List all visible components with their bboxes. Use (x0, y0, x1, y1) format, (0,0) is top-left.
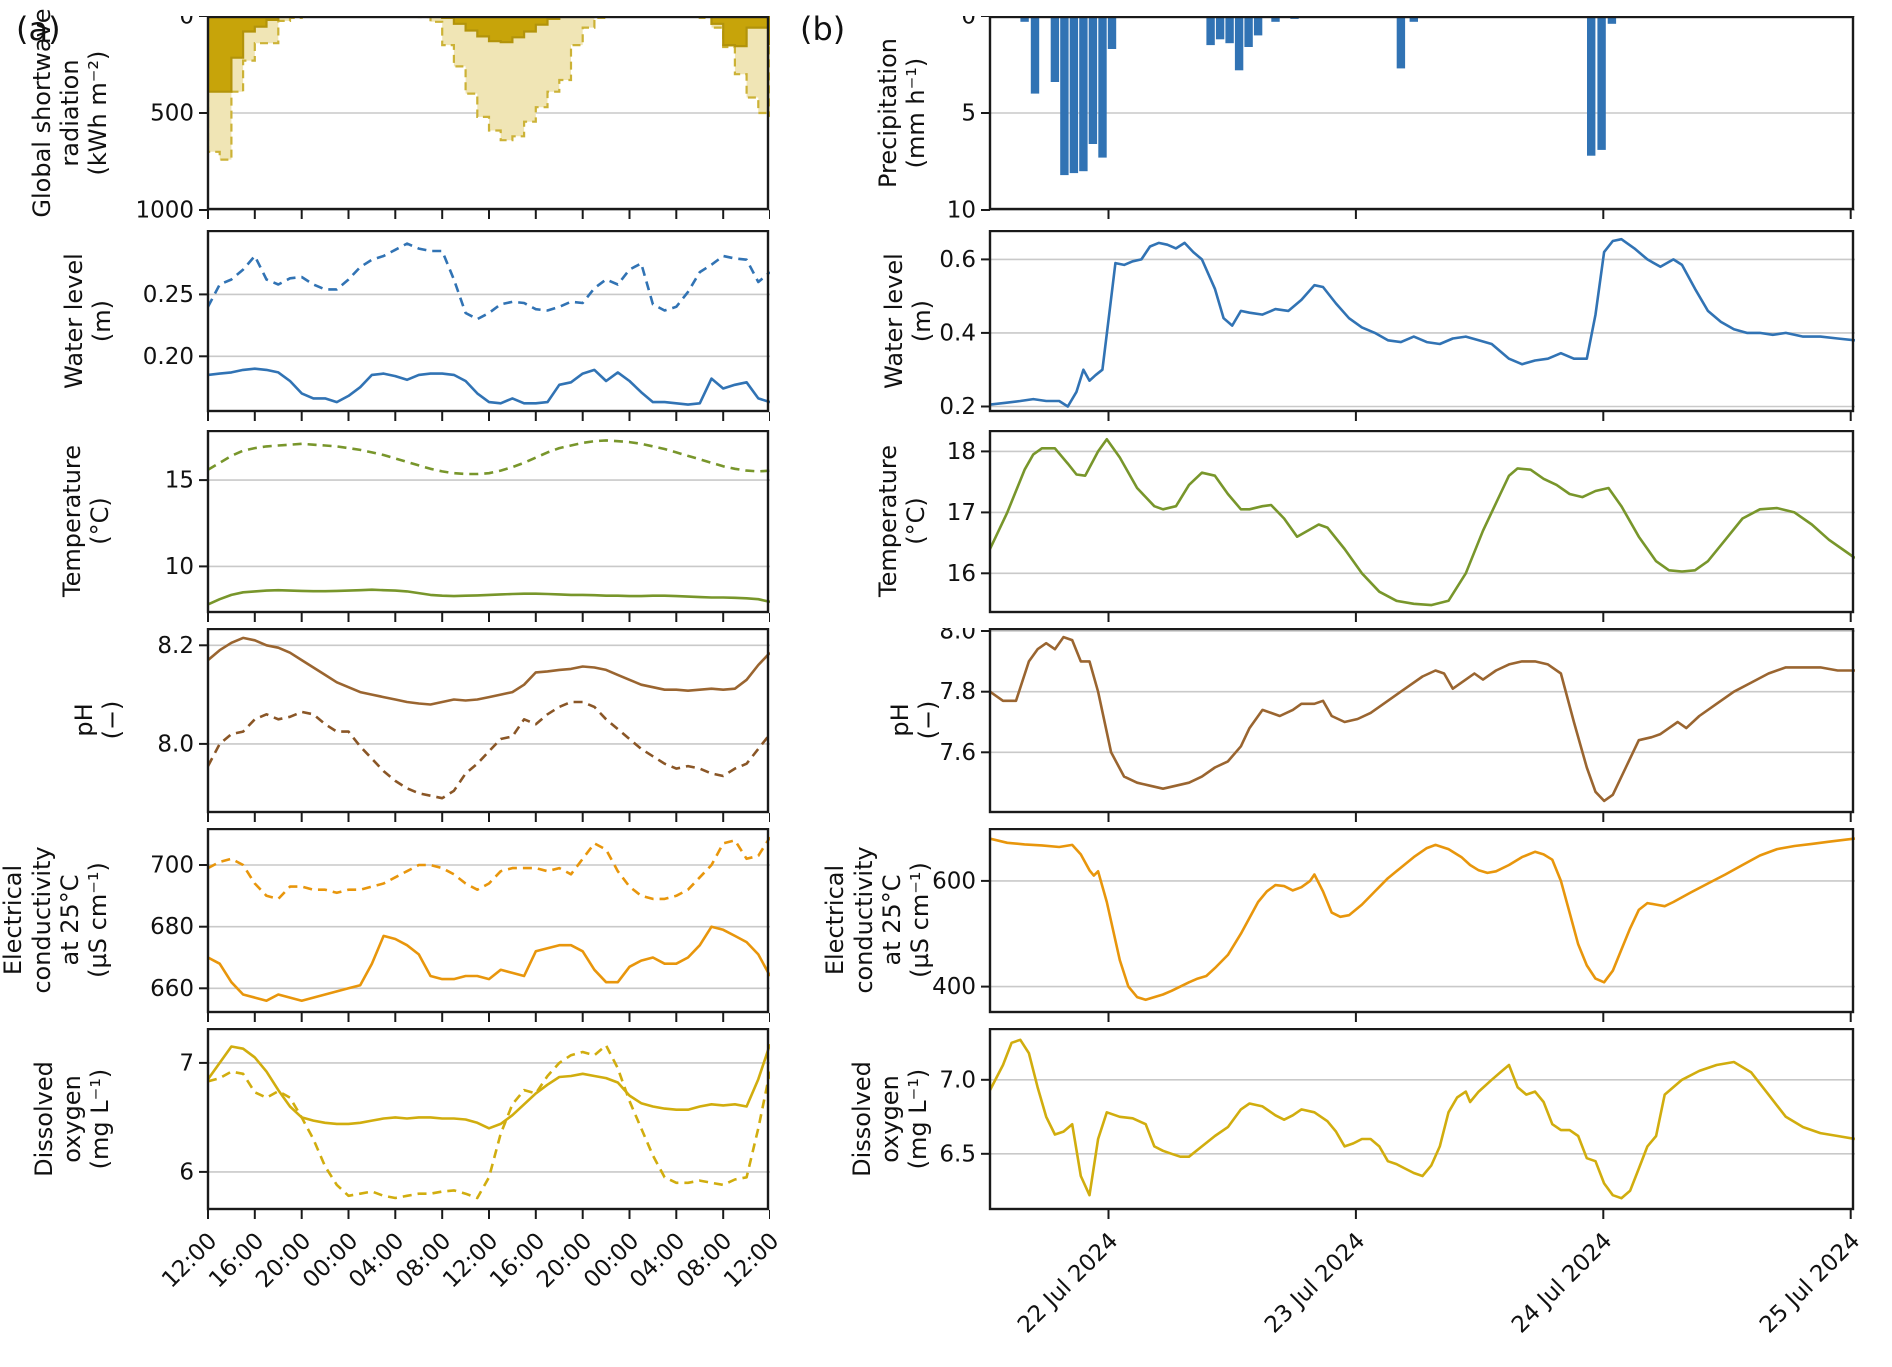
chart-precipitation-b: 0 5 10 (904, 4, 1855, 224)
panel-a-label: (a) (16, 10, 61, 48)
svg-text:680: 680 (150, 914, 194, 940)
svg-text:0: 0 (179, 16, 194, 30)
x-tick-label: 24 Jul 2024 (1507, 1228, 1618, 1339)
svg-text:15: 15 (165, 468, 194, 494)
chart-dissolved-oxygen-b: 7.0 6.5 (904, 1027, 1855, 1220)
x-tick-label: 22 Jul 2024 (1012, 1228, 1123, 1339)
x-tick-label: 25 Jul 2024 (1754, 1228, 1866, 1339)
svg-text:0.6: 0.6 (939, 247, 976, 273)
svg-text:17: 17 (947, 500, 976, 526)
panel-b-label: (b) (800, 10, 846, 48)
svg-text:7.0: 7.0 (939, 1067, 976, 1093)
chart-electrical-conductivity-a: 700 680 660 (122, 827, 771, 1023)
svg-text:500: 500 (150, 101, 194, 127)
chart-temperature-a: 15 10 (122, 429, 771, 623)
svg-text:0: 0 (961, 16, 976, 30)
chart-electrical-conductivity-b: 600 400 (904, 827, 1855, 1023)
svg-text:660: 660 (150, 976, 194, 1002)
svg-text:8.0: 8.0 (157, 731, 194, 757)
svg-text:16: 16 (947, 561, 976, 587)
svg-text:600: 600 (932, 868, 976, 894)
svg-text:0.4: 0.4 (939, 320, 976, 346)
svg-text:10: 10 (947, 198, 976, 221)
svg-text:6.5: 6.5 (939, 1141, 976, 1167)
chart-water-level-b: 0.6 0.4 0.2 (904, 229, 1855, 422)
svg-text:7.8: 7.8 (939, 679, 976, 705)
svg-text:700: 700 (150, 853, 194, 879)
svg-text:7: 7 (179, 1050, 194, 1076)
svg-text:400: 400 (932, 974, 976, 1000)
svg-text:0.20: 0.20 (143, 344, 194, 370)
svg-text:5: 5 (961, 101, 976, 127)
svg-text:8.2: 8.2 (157, 633, 194, 659)
chart-temperature-b: 18 17 16 (904, 429, 1855, 623)
svg-text:0.2: 0.2 (939, 394, 976, 420)
chart-ph-a: 8.2 8.0 (122, 627, 771, 823)
svg-text:10: 10 (165, 554, 194, 580)
svg-text:6: 6 (179, 1159, 194, 1185)
chart-ph-b: 8.0 7.8 7.6 (904, 619, 1855, 823)
svg-text:7.6: 7.6 (939, 740, 976, 766)
x-tick-label: 23 Jul 2024 (1259, 1228, 1371, 1339)
chart-global-shortwave-radiation-a: 0 500 1000 (122, 4, 771, 224)
svg-text:18: 18 (947, 439, 976, 465)
chart-water-level-a: 0.25 0.20 (122, 229, 771, 422)
svg-text:1000: 1000 (135, 198, 194, 221)
svg-text:0.25: 0.25 (143, 282, 194, 308)
svg-text:8.0: 8.0 (939, 628, 976, 645)
